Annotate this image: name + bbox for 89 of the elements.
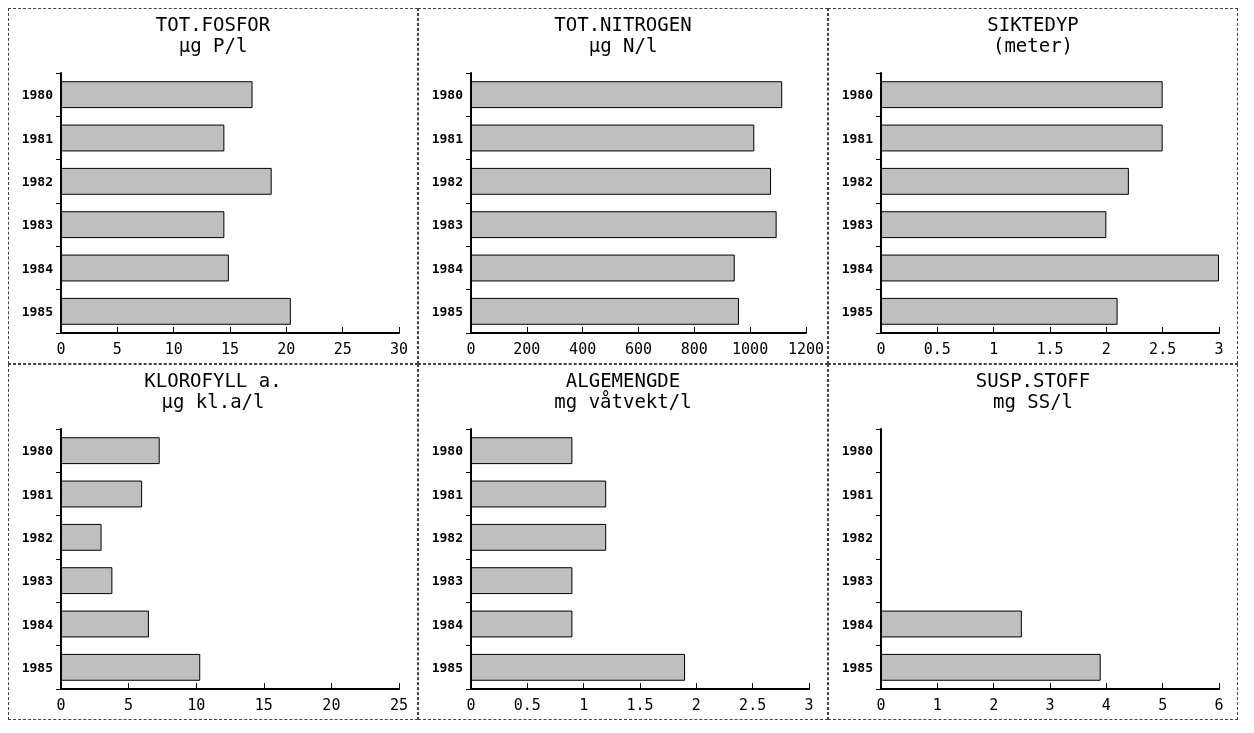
x-tick-label: 10 [164, 339, 183, 358]
y-tick-label: 1984 [431, 616, 464, 632]
x-tick-label: 1200 [787, 339, 824, 358]
y-tick-label: 1985 [431, 659, 463, 675]
x-tick-label: 0 [56, 339, 66, 358]
chart-title: SUSP.STOFF [975, 368, 1091, 391]
x-tick-label: 0 [466, 339, 476, 358]
chart-subtitle: µg P/l [178, 33, 248, 56]
y-tick-label: 1980 [841, 87, 874, 103]
y-tick-label: 1985 [841, 303, 873, 319]
y-tick-label: 1983 [841, 573, 873, 589]
y-tick-label: 1980 [21, 87, 54, 103]
x-tick-label: 5 [1158, 695, 1168, 714]
x-tick-label: 3 [1214, 339, 1224, 358]
x-tick-label: 20 [322, 695, 341, 714]
x-tick-label: 5 [112, 339, 122, 358]
y-tick-label: 1981 [841, 130, 874, 146]
x-tick-label: 0 [876, 339, 886, 358]
y-tick-label: 1983 [21, 573, 53, 589]
y-tick-label: 1985 [431, 303, 463, 319]
x-tick-label: 0.5 [923, 339, 951, 358]
x-tick-label: 30 [389, 339, 409, 358]
x-tick-label: 1.5 [626, 695, 654, 714]
y-tick-label: 1983 [841, 217, 873, 233]
y-tick-label: 1982 [21, 173, 53, 189]
y-tick-label: 1984 [21, 260, 54, 276]
y-tick-label: 1981 [431, 486, 464, 502]
x-tick-label: 0 [56, 695, 66, 714]
x-tick-label: 0 [876, 695, 886, 714]
chart-title: ALGEMENGDE [565, 368, 681, 391]
y-tick-label: 1981 [21, 130, 54, 146]
x-tick-label: 20 [277, 339, 296, 358]
chart-subtitle: mg våtvekt/l [554, 389, 692, 412]
x-tick-label: 0.5 [513, 695, 541, 714]
chart-subtitle: (meter) [992, 33, 1074, 56]
x-tick-label: 2.5 [1149, 339, 1177, 358]
chart-title: SIKTEDYP [987, 12, 1079, 35]
y-tick-label: 1985 [21, 659, 53, 675]
x-tick-label: 5 [124, 695, 134, 714]
x-tick-label: 3 [804, 695, 814, 714]
x-tick-label: 800 [680, 339, 708, 358]
x-tick-label: 2 [1101, 339, 1111, 358]
chart-title: TOT.FOSFOR [155, 12, 271, 35]
y-tick-label: 1985 [21, 303, 53, 319]
x-tick-label: 1 [579, 695, 589, 714]
y-tick-label: 1981 [21, 486, 54, 502]
chart-title: KLOROFYLL a. [144, 368, 282, 391]
chart-title: TOT.NITROGEN [554, 12, 692, 35]
y-tick-label: 1984 [841, 260, 874, 276]
x-tick-label: 25 [333, 339, 352, 358]
x-tick-label: 1000 [732, 339, 769, 358]
y-tick-label: 1983 [431, 573, 463, 589]
y-tick-label: 1984 [841, 616, 874, 632]
x-tick-label: 10 [187, 695, 206, 714]
y-tick-label: 1980 [431, 87, 464, 103]
y-tick-label: 1985 [841, 659, 873, 675]
x-tick-label: 1 [932, 695, 942, 714]
x-tick-label: 4 [1101, 695, 1111, 714]
y-tick-label: 1980 [21, 443, 54, 459]
y-tick-label: 1982 [431, 529, 463, 545]
x-tick-label: 3 [1045, 695, 1055, 714]
y-tick-label: 1980 [841, 443, 874, 459]
x-tick-label: 15 [254, 695, 273, 714]
x-tick-label: 2.5 [739, 695, 767, 714]
chart-subtitle: µg kl.a/l [161, 389, 265, 412]
y-tick-label: 1982 [841, 529, 873, 545]
x-tick-label: 25 [389, 695, 409, 714]
y-tick-label: 1981 [841, 486, 874, 502]
y-tick-label: 1980 [431, 443, 464, 459]
x-tick-label: 0 [466, 695, 476, 714]
chart-subtitle: µg N/l [588, 33, 658, 56]
x-tick-label: 1 [989, 339, 999, 358]
x-tick-label: 15 [220, 339, 240, 358]
y-tick-label: 1981 [431, 130, 464, 146]
x-tick-label: 200 [513, 339, 541, 358]
chart-subtitle: mg SS/l [992, 389, 1074, 412]
y-tick-label: 1984 [431, 260, 464, 276]
y-tick-label: 1984 [21, 616, 54, 632]
x-tick-label: 1.5 [1036, 339, 1064, 358]
y-tick-label: 1982 [431, 173, 463, 189]
y-tick-label: 1982 [21, 529, 53, 545]
x-tick-label: 600 [624, 339, 653, 358]
x-tick-label: 2 [989, 695, 999, 714]
x-tick-label: 400 [569, 339, 597, 358]
x-tick-label: 6 [1214, 695, 1224, 714]
y-tick-label: 1983 [21, 217, 53, 233]
x-tick-label: 2 [691, 695, 701, 714]
y-tick-label: 1982 [841, 173, 873, 189]
y-tick-label: 1983 [431, 217, 463, 233]
